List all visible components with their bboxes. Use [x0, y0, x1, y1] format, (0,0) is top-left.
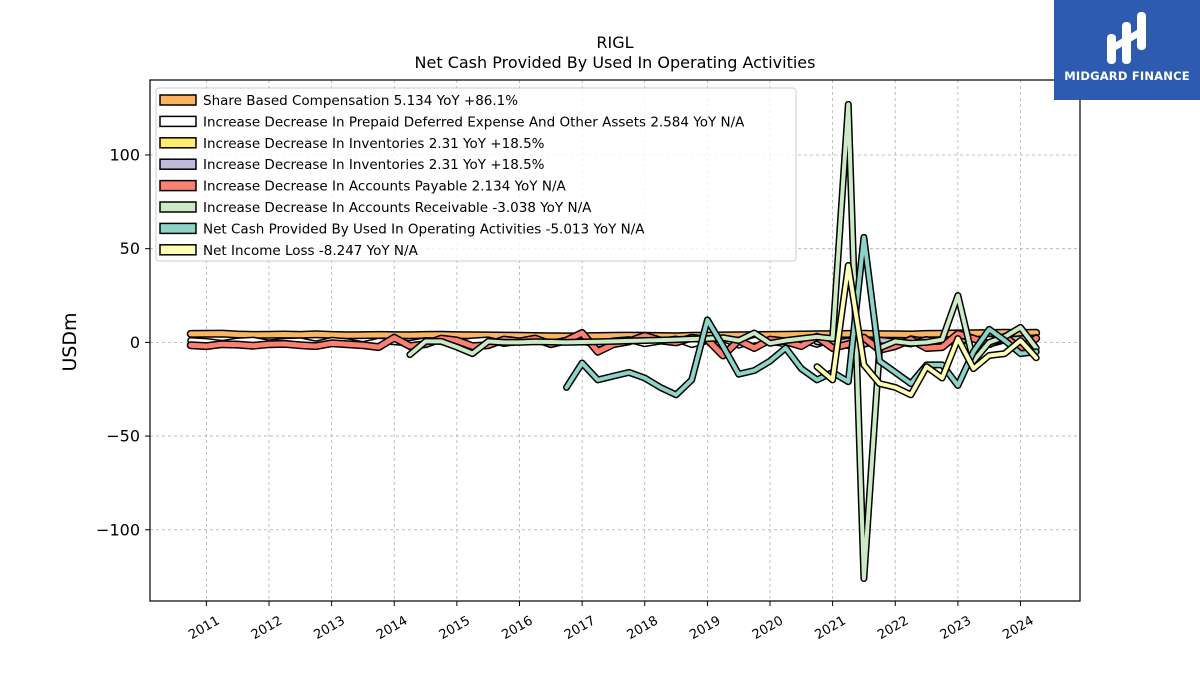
series-5: [406, 100, 1040, 582]
x-tick-label: 2021: [812, 613, 848, 643]
y-tick-label: −50: [106, 427, 140, 446]
legend-swatch: [159, 158, 197, 170]
series-lines: [186, 100, 1041, 582]
chart-subtitle: Net Cash Provided By Used In Operating A…: [415, 53, 816, 72]
legend-label: Share Based Compensation 5.134 YoY +86.1…: [203, 93, 518, 109]
y-tick-label: 50: [120, 239, 140, 258]
x-tick-label: 2016: [499, 613, 535, 643]
legend-label: Increase Decrease In Inventories 2.31 Yo…: [203, 136, 545, 152]
brand-badge: MIDGARD FINANCE: [1054, 0, 1200, 100]
legend-swatch: [159, 222, 197, 235]
legend-swatch: [159, 115, 197, 128]
x-tick-label: 2024: [1000, 613, 1036, 643]
midgard-logo-icon: [1107, 12, 1146, 64]
x-tick-label: 2015: [437, 613, 473, 643]
legend-swatch: [159, 94, 197, 106]
legend-label: Increase Decrease In Accounts Payable 2.…: [203, 179, 566, 195]
x-tick-label: 2019: [687, 613, 723, 643]
legend: Share Based Compensation 5.134 YoY +86.1…: [155, 87, 797, 262]
legend-label: Increase Decrease In Prepaid Deferred Ex…: [203, 114, 745, 130]
y-tick-label: 0: [130, 333, 140, 352]
series-line: [188, 330, 1039, 339]
series-0: [186, 328, 1041, 341]
legend-swatch: [159, 179, 197, 192]
series-7: [813, 262, 1040, 399]
legend-swatch: [159, 137, 197, 149]
x-tick-label: 2014: [374, 613, 410, 643]
legend-label: Net Cash Provided By Used In Operating A…: [203, 221, 645, 237]
y-axis-ticks: 100 50 0 −50 −100: [96, 145, 150, 539]
x-tick-label: 2012: [249, 613, 285, 643]
plot-frame: [149, 79, 1081, 602]
chart-title: RIGL: [596, 33, 633, 52]
y-tick-label: 100: [109, 145, 140, 164]
x-tick-label: 2023: [938, 613, 974, 643]
legend-box: [155, 87, 797, 262]
series-line: [815, 263, 1039, 397]
x-tick-label: 2017: [562, 613, 598, 643]
legend-label: Increase Decrease In Accounts Receivable…: [203, 200, 592, 216]
y-axis-label: USDm: [59, 312, 81, 371]
x-tick-label: 2022: [875, 613, 911, 643]
x-tick-label: 2011: [186, 613, 222, 643]
x-axis-ticks: 2011 2012 2013 2014 2015 2016 2017 2018 2019 2020…: [186, 601, 1037, 643]
x-tick-label: 2020: [750, 613, 786, 643]
legend-label: Net Income Loss -8.247 YoY N/A: [203, 243, 419, 259]
x-tick-label: 2018: [625, 613, 661, 643]
series-6: [563, 233, 1040, 399]
series-line: [407, 102, 1039, 581]
y-tick-label: −100: [96, 520, 140, 539]
x-tick-label: 2013: [311, 613, 347, 643]
brand-name: MIDGARD FINANCE: [1064, 69, 1190, 83]
legend-label: Increase Decrease In Inventories 2.31 Yo…: [203, 157, 545, 173]
legend-swatch: [159, 244, 197, 256]
series-line: [564, 235, 1039, 397]
legend-swatch: [159, 201, 197, 213]
